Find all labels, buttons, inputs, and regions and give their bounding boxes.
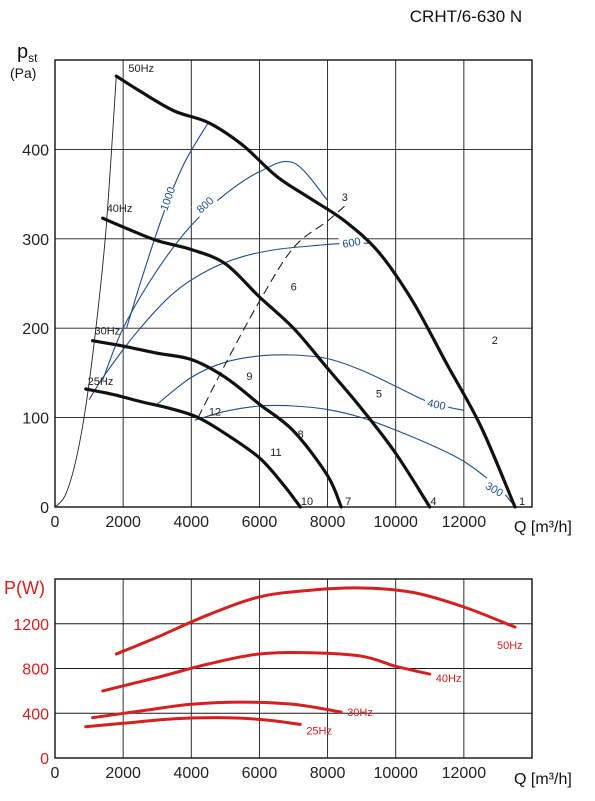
power-curve-label-40Hz: 40Hz	[436, 673, 462, 685]
main-xlabel: Q [m³/h]	[514, 519, 572, 536]
power-ytick-3: 1200	[13, 617, 49, 634]
main-chart-grid: 0 2000 4000 6000 8000 10000 12000 0 100 200 300 400	[22, 59, 533, 531]
rpm-label-600: 600	[342, 236, 362, 251]
main-xtick-5: 10000	[373, 514, 418, 531]
point-label-11: 11	[270, 447, 281, 459]
power-curve-30Hz	[91, 700, 343, 720]
point-label-4: 4	[430, 496, 436, 508]
rpm-label-bg-400	[423, 394, 450, 413]
power-curve-50Hz	[114, 586, 517, 656]
rpm-label-bg-800	[191, 191, 218, 218]
rpm-curve-1000	[125, 122, 209, 329]
power-curve-25Hz	[84, 716, 302, 729]
main-xtick-2: 4000	[173, 514, 209, 531]
main-chart-plot: 1000 80060040030050Hz40Hz30Hz25Hz12345678…	[54, 63, 525, 509]
main-xtick-3: 6000	[242, 514, 278, 531]
rpm-label-bg-300	[481, 477, 509, 501]
main-frame	[54, 59, 533, 508]
fan-curve-label-25Hz: 25Hz	[88, 376, 114, 388]
rpm-label-400: 400	[426, 397, 446, 413]
power-xtick-6: 12000	[442, 765, 487, 782]
power-ytick-2: 800	[22, 662, 49, 679]
power-curve-label-30Hz: 30Hz	[347, 707, 373, 719]
power-ylabel: P(W)	[4, 578, 45, 598]
dashed-efficiency-line	[197, 202, 349, 418]
point-label-12: 12	[209, 407, 221, 419]
main-ylabel: pst	[17, 41, 38, 65]
point-label-2: 2	[492, 335, 498, 347]
power-ytick-0: 0	[40, 751, 49, 768]
fan-curve-label-50Hz: 50Hz	[128, 63, 154, 75]
rpm-label-bg-1000	[156, 184, 178, 212]
main-ytick-4: 400	[22, 142, 49, 159]
rpm-label-1000: 1000	[159, 185, 179, 212]
fan-curve-30Hz	[90, 339, 343, 509]
power-xtick-5: 10000	[373, 765, 418, 782]
point-label-10: 10	[301, 496, 313, 508]
power-xlabel: Q [m³/h]	[514, 771, 572, 788]
fan-curve-40Hz	[101, 216, 432, 509]
power-chart-plot: 50Hz 40Hz 30Hz 25Hz	[84, 586, 523, 737]
point-label-9: 9	[246, 371, 252, 383]
power-chart-grid: 0 2000 4000 6000 8000 10000 12000 0 400 800 1200	[13, 578, 533, 782]
power-xtick-2: 4000	[173, 765, 209, 782]
main-ytick-2: 200	[22, 321, 49, 338]
power-xtick-1: 2000	[105, 765, 141, 782]
main-ytick-0: 0	[40, 500, 49, 517]
main-xtick-1: 2000	[105, 514, 141, 531]
power-frame	[54, 578, 533, 759]
rpm-label-bg-600	[338, 233, 365, 251]
power-ytick-1: 400	[22, 706, 49, 723]
power-curve-40Hz	[101, 651, 432, 693]
point-label-8: 8	[298, 429, 304, 441]
fan-curve-25Hz	[84, 387, 302, 509]
main-xtick-4: 8000	[310, 514, 346, 531]
power-curve-label-50Hz: 50Hz	[497, 640, 523, 652]
chart-title: CRHT/6-630 N	[410, 7, 522, 26]
fan-curve-50Hz	[114, 74, 517, 509]
power-xtick-0: 0	[51, 765, 60, 782]
main-xtick-0: 0	[51, 514, 60, 531]
rpm-curve-300	[194, 404, 513, 503]
power-xtick-3: 6000	[242, 765, 278, 782]
power-curve-label-25Hz: 25Hz	[306, 725, 332, 737]
point-label-3: 3	[342, 192, 348, 204]
main-ylabel-unit: (Pa)	[10, 65, 36, 81]
point-label-5: 5	[376, 389, 382, 401]
main-xtick-6: 12000	[442, 514, 487, 531]
system-curve	[54, 76, 117, 508]
power-xtick-4: 8000	[310, 765, 346, 782]
fan-curve-label-30Hz: 30Hz	[94, 326, 120, 338]
point-label-6: 6	[291, 281, 297, 293]
point-label-1: 1	[519, 496, 525, 508]
point-label-7: 7	[345, 496, 351, 508]
fan-curve-label-40Hz: 40Hz	[107, 203, 133, 215]
main-ytick-1: 100	[22, 411, 49, 428]
main-ytick-3: 300	[22, 232, 49, 249]
